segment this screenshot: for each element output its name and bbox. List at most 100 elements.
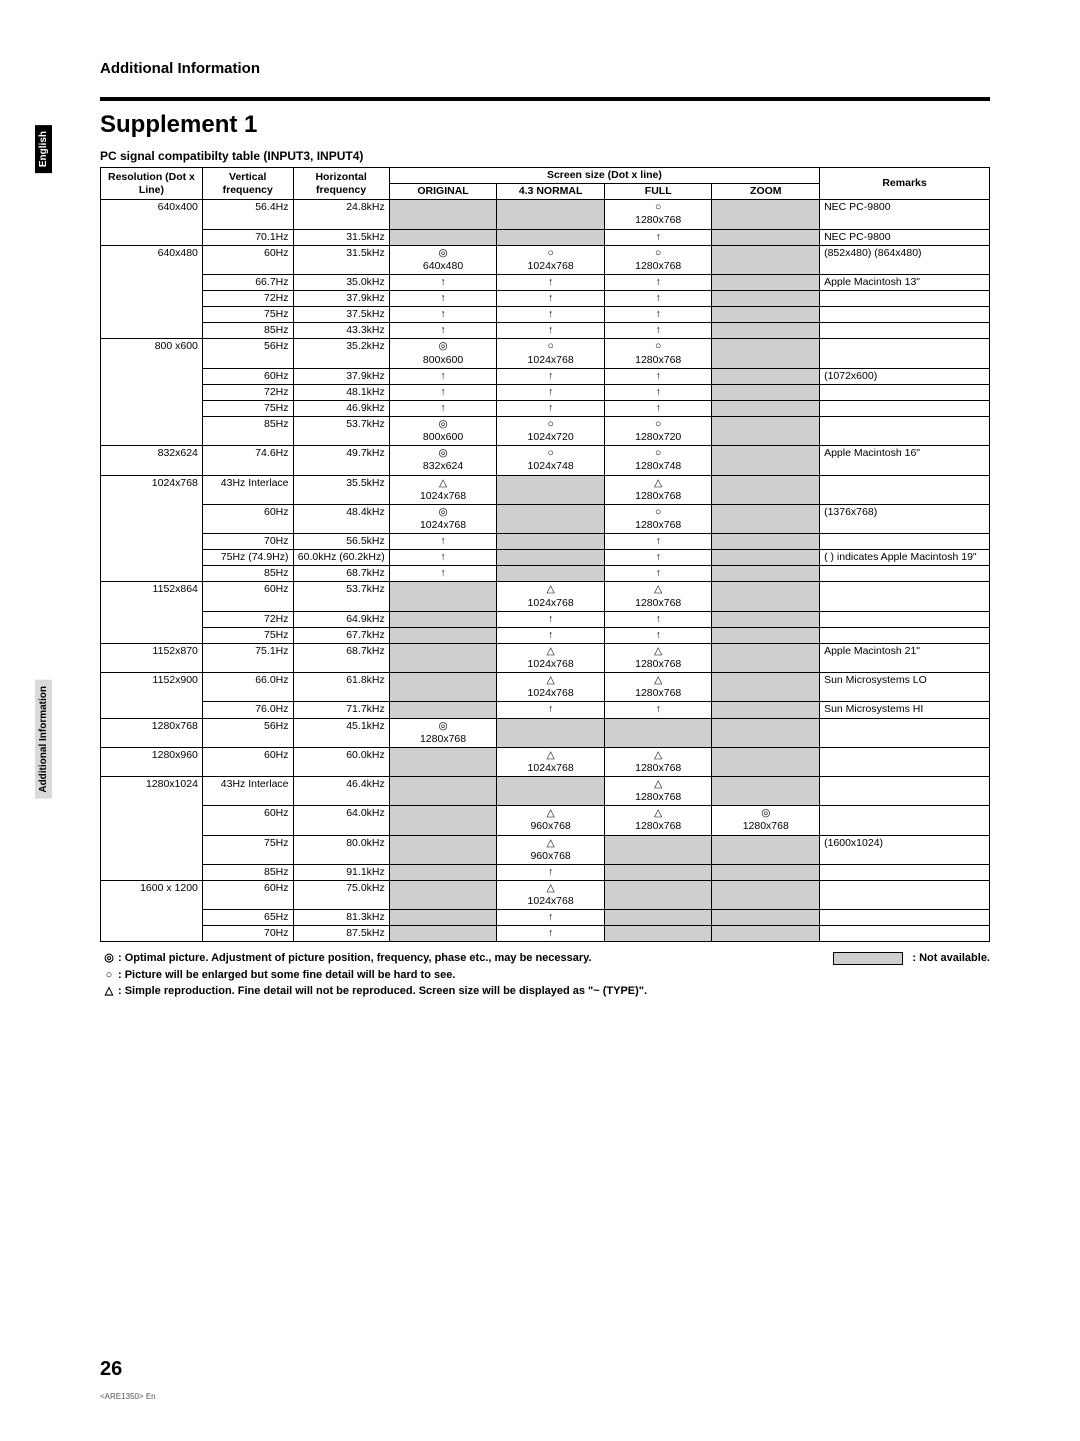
- table-cell: △1280x768: [604, 806, 712, 835]
- cell-vfreq: 75Hz: [202, 835, 293, 864]
- cell-remarks: [820, 806, 990, 835]
- cell-hfreq: 68.7kHz: [293, 566, 389, 582]
- table-cell-na: [497, 550, 605, 566]
- cell-hfreq: 37.9kHz: [293, 291, 389, 307]
- table-cell: ↑: [604, 323, 712, 339]
- table-cell-na: [497, 200, 605, 229]
- cell-remarks: NEC PC-9800: [820, 229, 990, 245]
- cell-vfreq: 72Hz: [202, 384, 293, 400]
- table-cell-na: [712, 274, 820, 290]
- cell-hfreq: 49.7kHz: [293, 446, 389, 475]
- cell-remarks: [820, 417, 990, 446]
- cell-vfreq: 60Hz: [202, 368, 293, 384]
- table-row: 72Hz64.9kHz↑↑: [101, 611, 990, 627]
- cell-hfreq: 87.5kHz: [293, 926, 389, 942]
- cell-hfreq: 81.3kHz: [293, 910, 389, 926]
- table-row: 85Hz91.1kHz↑: [101, 864, 990, 880]
- table-row: 1024x76843Hz Interlace35.5kHz△1024x768△1…: [101, 475, 990, 504]
- cell-remarks: Apple Macintosh 13": [820, 274, 990, 290]
- cell-hfreq: 68.7kHz: [293, 643, 389, 672]
- cell-remarks: (852x480) (864x480): [820, 245, 990, 274]
- cell-remarks: [820, 339, 990, 368]
- cell-vfreq: 60Hz: [202, 806, 293, 835]
- cell-remarks: [820, 611, 990, 627]
- cell-vfreq: 43Hz Interlace: [202, 777, 293, 806]
- cell-remarks: Apple Macintosh 21": [820, 643, 990, 672]
- table-row: 640x48060Hz31.5kHz◎640x480○1024x768○1280…: [101, 245, 990, 274]
- table-cell: ○1280x768: [604, 200, 712, 229]
- table-cell-na: [497, 777, 605, 806]
- table-cell-na: [712, 475, 820, 504]
- legend-optimal-text: : Optimal picture. Adjustment of picture…: [118, 950, 592, 967]
- title-rule: [100, 97, 990, 101]
- table-row: 85Hz53.7kHz◎800x600○1024x720○1280x720: [101, 417, 990, 446]
- table-cell-na: [389, 200, 497, 229]
- compatibility-table: Resolution (Dot x Line) Vertical frequen…: [100, 167, 990, 942]
- table-cell-na: [712, 835, 820, 864]
- cell-hfreq: 61.8kHz: [293, 673, 389, 702]
- table-cell: ↑: [389, 550, 497, 566]
- cell-hfreq: 24.8kHz: [293, 200, 389, 229]
- table-cell: △960x768: [497, 835, 605, 864]
- table-cell: ↑: [497, 368, 605, 384]
- cell-vfreq: 72Hz: [202, 611, 293, 627]
- cell-vfreq: 66.0Hz: [202, 673, 293, 702]
- table-cell-na: [712, 291, 820, 307]
- table-row: 75Hz67.7kHz↑↑: [101, 627, 990, 643]
- cell-remarks: Sun Microsystems HI: [820, 702, 990, 718]
- table-row: 85Hz43.3kHz↑↑↑: [101, 323, 990, 339]
- table-cell-na: [712, 245, 820, 274]
- legend-optimal-icon: ◎: [100, 950, 118, 967]
- cell-vfreq: 70Hz: [202, 534, 293, 550]
- cell-vfreq: 75Hz (74.9Hz): [202, 550, 293, 566]
- table-caption: PC signal compatibilty table (INPUT3, IN…: [100, 149, 990, 163]
- table-row: 60Hz64.0kHz△960x768△1280x768◎1280x768: [101, 806, 990, 835]
- cell-hfreq: 45.1kHz: [293, 718, 389, 747]
- table-cell: ↑: [604, 566, 712, 582]
- table-cell-na: [389, 926, 497, 942]
- table-row: 72Hz48.1kHz↑↑↑: [101, 384, 990, 400]
- table-cell-na: [712, 582, 820, 611]
- cell-vfreq: 56Hz: [202, 718, 293, 747]
- col-zoom: ZOOM: [712, 184, 820, 200]
- table-row: 1152x90066.0Hz61.8kHz△1024x768△1280x768S…: [101, 673, 990, 702]
- table-row: 1280x102443Hz Interlace46.4kHz△1280x768: [101, 777, 990, 806]
- cell-vfreq: 60Hz: [202, 880, 293, 909]
- table-cell: ◎640x480: [389, 245, 497, 274]
- table-cell: △960x768: [497, 806, 605, 835]
- legend-enlarged-text: : Picture will be enlarged but some fine…: [118, 967, 455, 984]
- table-cell-na: [712, 417, 820, 446]
- table-cell: △1024x768: [389, 475, 497, 504]
- table-cell: ↑: [389, 323, 497, 339]
- table-cell: △1280x768: [604, 475, 712, 504]
- table-cell: ↑: [389, 384, 497, 400]
- table-cell-na: [389, 747, 497, 776]
- cell-vfreq: 72Hz: [202, 291, 293, 307]
- table-cell: ↑: [389, 534, 497, 550]
- cell-remarks: (1072x600): [820, 368, 990, 384]
- table-cell-na: [712, 718, 820, 747]
- document-id: <ARE1350> En: [100, 1392, 156, 1401]
- cell-vfreq: 75.1Hz: [202, 643, 293, 672]
- table-cell: ↑: [604, 307, 712, 323]
- cell-hfreq: 48.1kHz: [293, 384, 389, 400]
- table-cell: ○1280x768: [604, 245, 712, 274]
- cell-remarks: [820, 747, 990, 776]
- side-tab-section: Additional Information: [35, 680, 52, 799]
- cell-remarks: [820, 291, 990, 307]
- document-page: English Additional Information Additiona…: [0, 0, 1080, 1441]
- table-row: 70Hz56.5kHz↑↑: [101, 534, 990, 550]
- table-row: 76.0Hz71.7kHz↑↑Sun Microsystems HI: [101, 702, 990, 718]
- table-cell-na: [389, 611, 497, 627]
- cell-remarks: [820, 566, 990, 582]
- table-cell-na: [389, 910, 497, 926]
- col-remarks: Remarks: [820, 168, 990, 200]
- page-number: 26: [100, 1358, 122, 1381]
- table-cell-na: [604, 910, 712, 926]
- cell-hfreq: 91.1kHz: [293, 864, 389, 880]
- table-cell: ○1024x720: [497, 417, 605, 446]
- section-header: Additional Information: [100, 60, 990, 77]
- table-cell: ↑: [389, 368, 497, 384]
- table-cell-na: [497, 718, 605, 747]
- table-cell: △1280x768: [604, 643, 712, 672]
